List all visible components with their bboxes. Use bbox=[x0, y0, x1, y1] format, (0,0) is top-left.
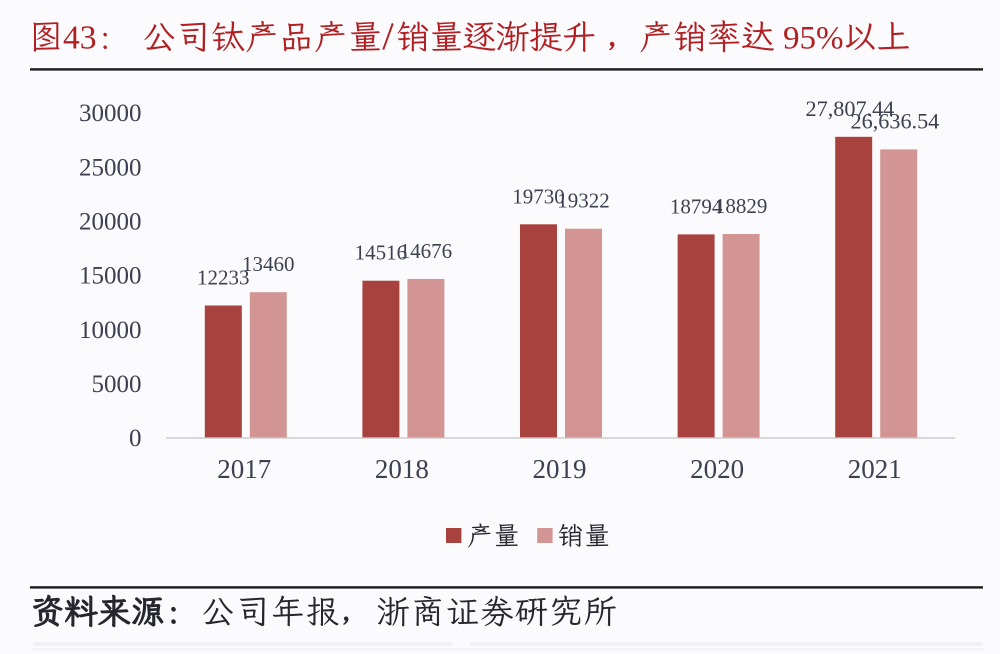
svg-text:2017: 2017 bbox=[217, 454, 271, 484]
svg-text:43: 43 bbox=[63, 20, 97, 57]
svg-text:27,807.44: 27,807.44 bbox=[806, 96, 895, 121]
svg-text:18794: 18794 bbox=[670, 194, 723, 218]
svg-text:14676: 14676 bbox=[400, 239, 453, 263]
svg-text:19730: 19730 bbox=[512, 184, 565, 208]
svg-text:0: 0 bbox=[129, 425, 142, 452]
svg-text:14516: 14516 bbox=[355, 241, 408, 265]
svg-text:10000: 10000 bbox=[79, 317, 142, 344]
svg-text:2021: 2021 bbox=[848, 454, 902, 484]
svg-text:95%: 95% bbox=[783, 21, 844, 57]
svg-text:2019: 2019 bbox=[533, 454, 587, 484]
svg-text:13460: 13460 bbox=[242, 252, 295, 276]
svg-text:5000: 5000 bbox=[92, 371, 142, 398]
svg-text:26,636.54: 26,636.54 bbox=[851, 108, 940, 133]
svg-text:30000: 30000 bbox=[79, 100, 142, 127]
svg-text:2018: 2018 bbox=[375, 454, 429, 484]
svg-text:15000: 15000 bbox=[79, 263, 142, 290]
svg-text:25000: 25000 bbox=[79, 154, 142, 181]
svg-text:2020: 2020 bbox=[690, 454, 744, 484]
svg-text:18829: 18829 bbox=[715, 194, 768, 218]
svg-text:12233: 12233 bbox=[197, 266, 250, 290]
svg-text:19322: 19322 bbox=[557, 189, 610, 213]
svg-text:20000: 20000 bbox=[79, 209, 142, 236]
